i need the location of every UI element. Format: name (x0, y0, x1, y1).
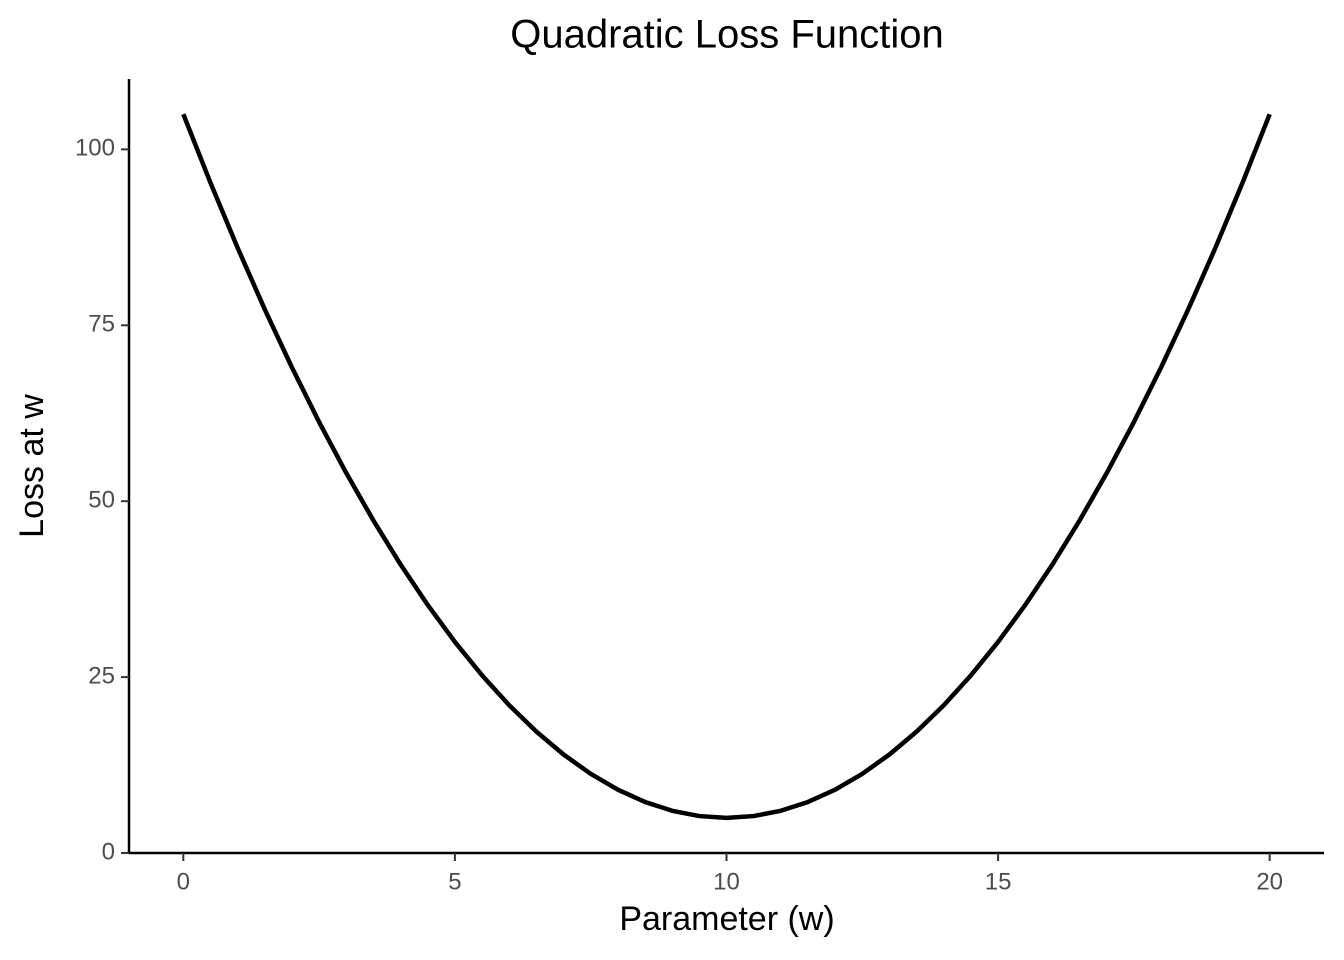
y-tick-label: 100 (75, 135, 115, 162)
x-axis-label: Parameter (w) (619, 900, 834, 938)
chart-title: Quadratic Loss Function (510, 13, 944, 57)
y-tick-label: 0 (102, 838, 115, 865)
y-tick-label: 50 (88, 487, 115, 514)
y-tick-label: 25 (88, 662, 115, 689)
y-axis-label: Loss at w (13, 394, 51, 538)
x-tick-label: 15 (985, 868, 1012, 895)
x-tick-label: 10 (713, 868, 740, 895)
line (181, 113, 1272, 821)
y-tick-label: 75 (88, 311, 115, 338)
x-tick-label: 20 (1256, 868, 1283, 895)
x-tick-label: 5 (448, 868, 461, 895)
x-tick-label: 0 (177, 868, 190, 895)
